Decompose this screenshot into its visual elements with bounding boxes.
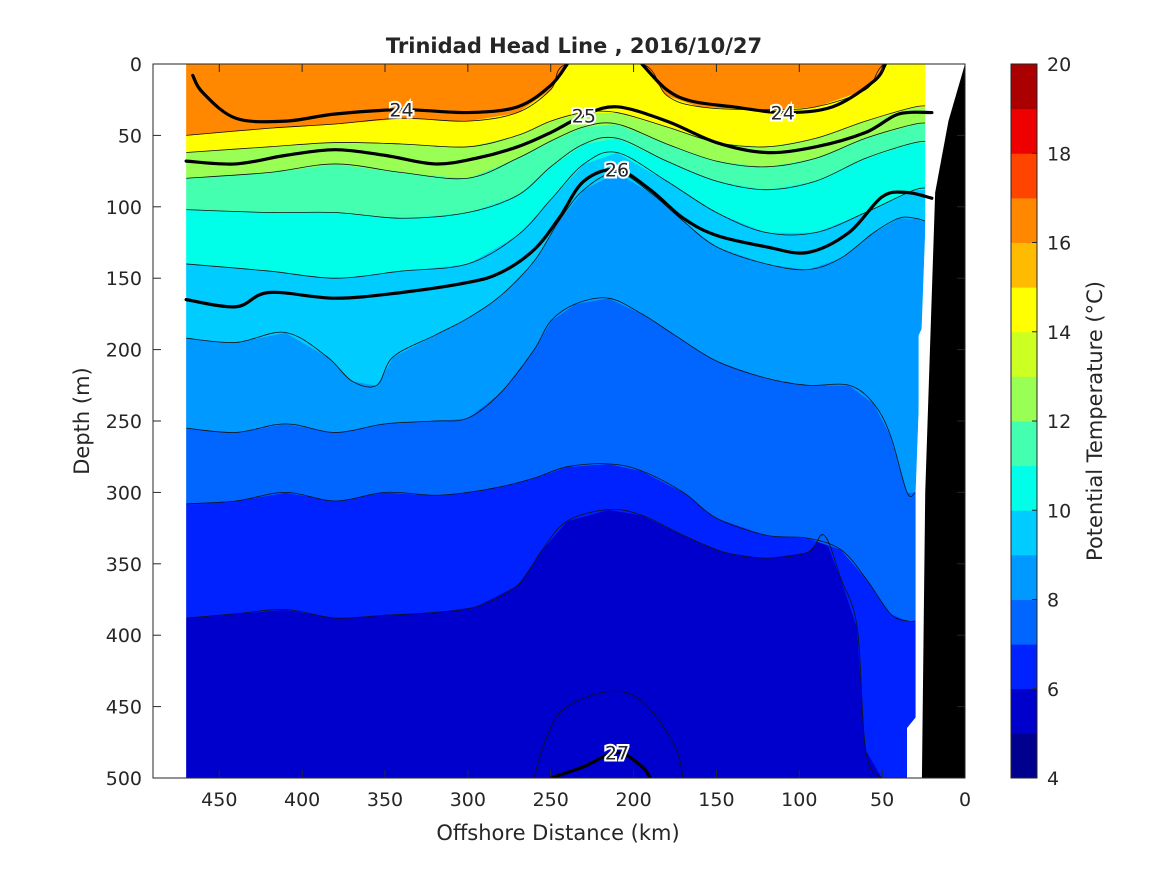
y-tick-label: 100 [106, 197, 142, 219]
temperature-contour-line [186, 172, 926, 388]
x-axis-label: Offshore Distance (km) [436, 821, 679, 845]
colorbar-swatch [1011, 510, 1037, 556]
colorbar-tick-label: 10 [1047, 500, 1071, 522]
x-tick-label: 400 [284, 789, 320, 811]
colorbar-swatch [1011, 376, 1037, 422]
colorbar-swatch [1011, 733, 1037, 779]
colorbar-label: Potential Temperature (°C) [1083, 281, 1107, 561]
chart-title: Trinidad Head Line , 2016/10/27 [386, 34, 762, 58]
colorbar-tick-label: 8 [1047, 590, 1059, 612]
isopycnal-label: 25 [572, 105, 596, 127]
y-axis-ticks: 0 50 100 150 200 250 300 350 400 450 500 [106, 54, 965, 790]
y-tick-label: 200 [106, 340, 142, 362]
temperature-contour-line [186, 151, 932, 279]
colorbar-tick-label: 6 [1047, 679, 1059, 701]
colorbar-swatch [1011, 153, 1037, 199]
colorbar-tick-label: 14 [1047, 322, 1071, 344]
colorbar-swatch [1011, 242, 1037, 288]
colorbar-swatch [1011, 331, 1037, 377]
x-tick-label: 100 [781, 789, 817, 811]
temperature-contour-line [186, 508, 916, 778]
colorbar-ticks: 4 6 8 10 12 14 16 18 20 [1032, 54, 1071, 790]
temperature-contour-line [186, 463, 916, 622]
y-tick-label: 150 [106, 268, 142, 290]
x-tick-label: 300 [450, 789, 486, 811]
colorbar-swatch [1011, 554, 1037, 600]
temperature-contour-line [186, 122, 932, 180]
colorbar-swatch [1011, 688, 1037, 734]
temperature-contour-line [186, 136, 932, 219]
temperature-contour-line [186, 64, 932, 136]
isopycnal-contours: 24 24 25 26 27 [184, 64, 934, 778]
isopycnal-27 [549, 750, 652, 778]
colorbar-swatch [1011, 644, 1037, 690]
x-axis-ticks: 450 400 350 300 250 200 150 100 50 0 [201, 64, 971, 811]
colorbar-swatch [1011, 599, 1037, 645]
isopycnal-label: 24 [771, 103, 795, 125]
isopycnal-label: 26 [605, 160, 629, 182]
x-tick-label: 0 [959, 789, 971, 811]
x-tick-label: 250 [533, 789, 569, 811]
x-tick-label: 350 [367, 789, 403, 811]
isopycnal-25 [184, 105, 934, 166]
x-tick-label: 150 [698, 789, 734, 811]
y-axis-label: Depth (m) [70, 367, 94, 474]
isopycnal-24 [191, 64, 569, 124]
x-tick-label: 450 [201, 789, 237, 811]
temperature-contour-line [186, 297, 916, 497]
no-data-and-bottom [153, 64, 965, 778]
colorbar-tick-label: 4 [1047, 768, 1059, 790]
colorbar-swatches [1011, 64, 1037, 779]
y-tick-label: 450 [106, 697, 142, 719]
isopycnal-26 [184, 167, 934, 309]
isopycnal-label: 24 [389, 100, 413, 122]
y-tick-label: 250 [106, 411, 142, 433]
isopycnal-24 [640, 64, 888, 115]
colorbar-tick-label: 16 [1047, 233, 1071, 255]
continental-shelf-bottom [921, 64, 965, 778]
colorbar-swatch [1011, 108, 1037, 154]
y-tick-label: 400 [106, 625, 142, 647]
colorbar-swatch [1011, 287, 1037, 333]
x-tick-label: 200 [615, 789, 651, 811]
colorbar: 4 6 8 10 12 14 16 18 20 Potential Temperature (°… [1010, 54, 1107, 790]
y-tick-label: 350 [106, 554, 142, 576]
x-tick-label: 50 [870, 789, 894, 811]
temperature-contour-line [533, 690, 684, 778]
y-tick-label: 50 [118, 125, 142, 147]
colorbar-tick-label: 20 [1047, 54, 1071, 76]
y-tick-label: 300 [106, 482, 142, 504]
colorbar-swatch [1011, 197, 1037, 243]
y-tick-label: 0 [130, 54, 142, 76]
isopycnal-label: 27 [605, 742, 629, 764]
colorbar-swatch [1011, 421, 1037, 467]
colorbar-swatch [1011, 64, 1037, 110]
colorbar-tick-label: 12 [1047, 411, 1071, 433]
colorbar-tick-label: 18 [1047, 143, 1071, 165]
color-bands [185, 64, 933, 778]
y-tick-label: 500 [106, 768, 142, 790]
colorbar-swatch [1011, 465, 1037, 511]
